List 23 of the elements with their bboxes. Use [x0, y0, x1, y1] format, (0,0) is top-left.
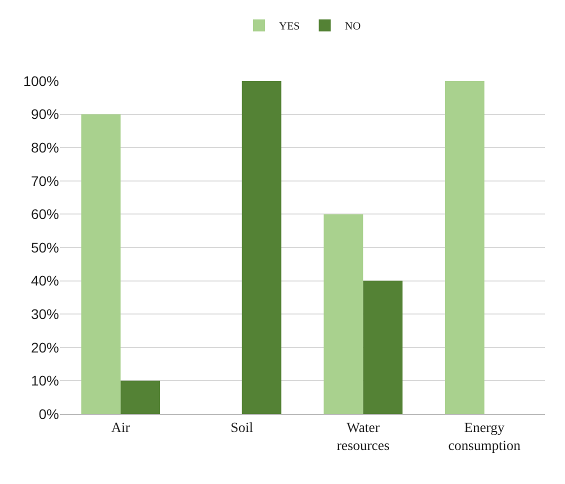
- bar: [242, 81, 282, 414]
- bar: [444, 81, 484, 414]
- x-tick-label: Water resources: [336, 420, 390, 454]
- x-tick-label: Air: [111, 420, 130, 436]
- y-tick-label: 10%: [30, 372, 59, 389]
- y-tick-label: 80%: [30, 140, 59, 156]
- y-tick-label: 60%: [30, 206, 59, 222]
- legend-label: YES: [279, 20, 300, 33]
- bar: [120, 380, 160, 414]
- y-tick-label: 90%: [30, 106, 59, 122]
- x-tick-label: Energy consumption: [448, 420, 521, 454]
- y-tick-label: 40%: [30, 272, 59, 289]
- bar: [363, 280, 403, 414]
- y-tick-label: 50%: [30, 239, 59, 256]
- y-tick-label: 20%: [30, 339, 59, 356]
- bar: [81, 114, 121, 414]
- x-tick-label: Soil: [230, 420, 254, 436]
- bar: [324, 214, 364, 414]
- y-tick-label: 30%: [30, 306, 59, 322]
- y-tick-label: 70%: [30, 172, 59, 189]
- y-tick-label: 100%: [23, 72, 59, 89]
- legend-label: NO: [344, 20, 361, 33]
- y-tick-label: 0%: [38, 406, 59, 422]
